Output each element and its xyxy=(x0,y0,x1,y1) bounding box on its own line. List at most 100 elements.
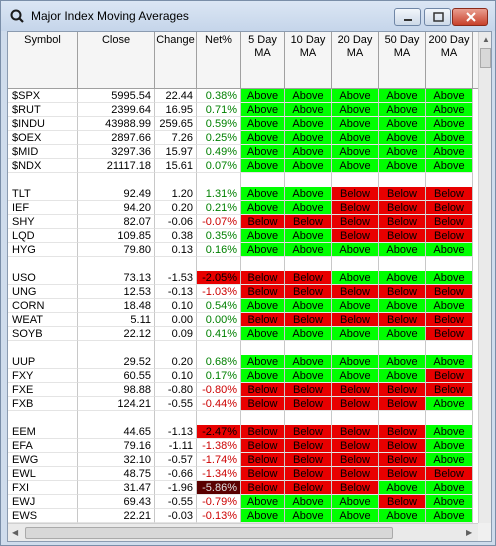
table-row[interactable]: USO 73.13 -1.53 -2.05% Below Below Above Above A… xyxy=(8,271,478,285)
ma-status-cell: Below xyxy=(285,467,332,481)
ma-status-cell: Below xyxy=(426,369,473,383)
change-cell: 16.95 xyxy=(155,103,197,117)
close-cell: 43988.99 xyxy=(78,117,155,131)
column-header-close[interactable]: Close xyxy=(78,32,155,88)
close-cell: 18.48 xyxy=(78,299,155,313)
change-cell: 0.20 xyxy=(155,355,197,369)
ma-status-cell: Above xyxy=(285,369,332,383)
table-row[interactable]: $OEX 2897.66 7.26 0.25% Above Above Above Above… xyxy=(8,131,478,145)
close-cell: 5.11 xyxy=(78,313,155,327)
change-cell: 15.61 xyxy=(155,159,197,173)
grid-client-area: Symbol Close Change Net% 5 Day MA 10 Day MA 20 D… xyxy=(7,31,492,542)
net-percent-cell: 0.68% xyxy=(197,355,241,369)
table-row[interactable]: FXB 124.21 -0.55 -0.44% Below Below Below Below… xyxy=(8,397,478,411)
ma-status-cell: Above xyxy=(241,299,285,313)
column-header-50-day[interactable]: 50 Day MA xyxy=(379,32,426,88)
close-button[interactable] xyxy=(452,8,488,26)
ma-status-cell: Below xyxy=(241,271,285,285)
net-percent-cell: 0.21% xyxy=(197,201,241,215)
column-header-symbol[interactable]: Symbol xyxy=(8,32,78,88)
ma-status-cell: Above xyxy=(379,131,426,145)
title-bar[interactable]: Major Index Moving Averages xyxy=(1,1,495,31)
table-row[interactable]: EWS 22.21 -0.03 -0.13% Above Above Above Above A… xyxy=(8,509,478,523)
table-row[interactable]: $INDU 43988.99 259.65 0.59% Above Above Above A… xyxy=(8,117,478,131)
ma-status-cell: Below xyxy=(332,313,379,327)
column-header-10-day[interactable]: 10 Day MA xyxy=(285,32,332,88)
close-cell: 79.16 xyxy=(78,439,155,453)
symbol-cell: $MID xyxy=(8,145,78,159)
table-row[interactable]: EWJ 69.43 -0.55 -0.79% Above Above Above Below A… xyxy=(8,495,478,509)
change-cell: 259.65 xyxy=(155,117,197,131)
table-row[interactable]: FXY 60.55 0.10 0.17% Above Above Above Above Bel… xyxy=(8,369,478,383)
table-row[interactable]: $RUT 2399.64 16.95 0.71% Above Above Above Abov… xyxy=(8,103,478,117)
scroll-right-icon[interactable]: ▶ xyxy=(466,528,473,537)
ma-status-cell: Above xyxy=(332,299,379,313)
table-row[interactable]: $MID 3297.36 15.97 0.49% Above Above Above Abov… xyxy=(8,145,478,159)
ma-status-cell: Above xyxy=(285,159,332,173)
group-separator-row xyxy=(8,257,478,271)
table-row[interactable]: TLT 92.49 1.20 1.31% Above Above Below Below Bel… xyxy=(8,187,478,201)
minimize-button[interactable] xyxy=(394,8,421,26)
table-row[interactable]: EFA 79.16 -1.11 -1.38% Below Below Below Below A… xyxy=(8,439,478,453)
group-separator-row xyxy=(8,341,478,355)
ma-status-cell: Above xyxy=(332,131,379,145)
ma-status-cell: Above xyxy=(332,271,379,285)
symbol-cell: $OEX xyxy=(8,131,78,145)
column-header-5-day[interactable]: 5 Day MA xyxy=(241,32,285,88)
table-row[interactable]: EWG 32.10 -0.57 -1.74% Below Below Below Below A… xyxy=(8,453,478,467)
ma-status-cell: Below xyxy=(241,481,285,495)
column-header-change[interactable]: Change xyxy=(155,32,197,88)
horizontal-scrollbar[interactable]: ◀ ▶ xyxy=(8,523,478,541)
ma-status-cell: Above xyxy=(285,117,332,131)
table-row[interactable]: SOYB 22.12 0.09 0.41% Above Above Above Above Be… xyxy=(8,327,478,341)
maximize-button[interactable] xyxy=(424,8,451,26)
symbol-cell: $NDX xyxy=(8,159,78,173)
symbol-cell: WEAT xyxy=(8,313,78,327)
column-header-net[interactable]: Net% xyxy=(197,32,241,88)
ma-status-cell: Above xyxy=(426,117,473,131)
net-percent-cell: 0.25% xyxy=(197,131,241,145)
column-header-200-day[interactable]: 200 Day MA xyxy=(426,32,473,88)
column-header-20-day[interactable]: 20 Day MA xyxy=(332,32,379,88)
close-cell: 124.21 xyxy=(78,397,155,411)
ma-status-cell: Below xyxy=(379,285,426,299)
ma-status-cell: Below xyxy=(332,229,379,243)
ma-status-cell: Below xyxy=(379,187,426,201)
ma-status-cell: Above xyxy=(379,369,426,383)
table-row[interactable]: CORN 18.48 0.10 0.54% Above Above Above Above Ab… xyxy=(8,299,478,313)
change-cell: 0.38 xyxy=(155,229,197,243)
ma-status-cell: Above xyxy=(241,131,285,145)
scroll-up-icon[interactable]: ▲ xyxy=(482,35,490,44)
table-row[interactable]: $SPX 5995.54 22.44 0.38% Above Above Above Abov… xyxy=(8,89,478,103)
ma-status-cell: Above xyxy=(332,327,379,341)
table-row[interactable]: EWL 48.75 -0.66 -1.34% Below Below Below Below B… xyxy=(8,467,478,481)
ma-status-cell: Below xyxy=(426,229,473,243)
table-row[interactable]: WEAT 5.11 0.00 0.00% Below Below Below Below Bel… xyxy=(8,313,478,327)
table-row[interactable]: FXE 98.88 -0.80 -0.80% Below Below Below Below B… xyxy=(8,383,478,397)
vertical-scrollbar[interactable]: ▲ xyxy=(478,32,491,523)
change-cell: -1.53 xyxy=(155,271,197,285)
table-row[interactable]: SHY 82.07 -0.06 -0.07% Below Below Below Below B… xyxy=(8,215,478,229)
ma-status-cell: Below xyxy=(332,383,379,397)
ma-status-cell: Below xyxy=(379,453,426,467)
table-row[interactable]: IEF 94.20 0.20 0.21% Above Above Below Below Bel… xyxy=(8,201,478,215)
column-header-row: Symbol Close Change Net% 5 Day MA 10 Day MA 20 D… xyxy=(8,32,478,89)
ma-status-cell: Above xyxy=(241,229,285,243)
vertical-scroll-thumb[interactable] xyxy=(480,48,491,68)
horizontal-scroll-thumb[interactable] xyxy=(25,527,393,539)
net-percent-cell: -1.34% xyxy=(197,467,241,481)
table-row[interactable]: EEM 44.65 -1.13 -2.47% Below Below Below Below A… xyxy=(8,425,478,439)
ma-status-cell: Above xyxy=(285,299,332,313)
ma-status-cell: Below xyxy=(241,215,285,229)
table-row[interactable]: UNG 12.53 -0.13 -1.03% Below Below Below Below B… xyxy=(8,285,478,299)
table-row[interactable]: LQD 109.85 0.38 0.35% Above Above Below Below Be… xyxy=(8,229,478,243)
close-cell: 2399.64 xyxy=(78,103,155,117)
scroll-left-icon[interactable]: ◀ xyxy=(12,528,19,537)
table-row[interactable]: UUP 29.52 0.20 0.68% Above Above Above Above Abo… xyxy=(8,355,478,369)
ma-status-cell: Above xyxy=(379,327,426,341)
symbol-cell: UNG xyxy=(8,285,78,299)
table-row[interactable]: $NDX 21117.18 15.61 0.07% Above Above Above Abo… xyxy=(8,159,478,173)
table-row[interactable]: HYG 79.80 0.13 0.16% Above Above Above Above Abo… xyxy=(8,243,478,257)
table-row[interactable]: FXI 31.47 -1.96 -5.86% Below Below Below Above A… xyxy=(8,481,478,495)
ma-status-cell: Below xyxy=(241,397,285,411)
